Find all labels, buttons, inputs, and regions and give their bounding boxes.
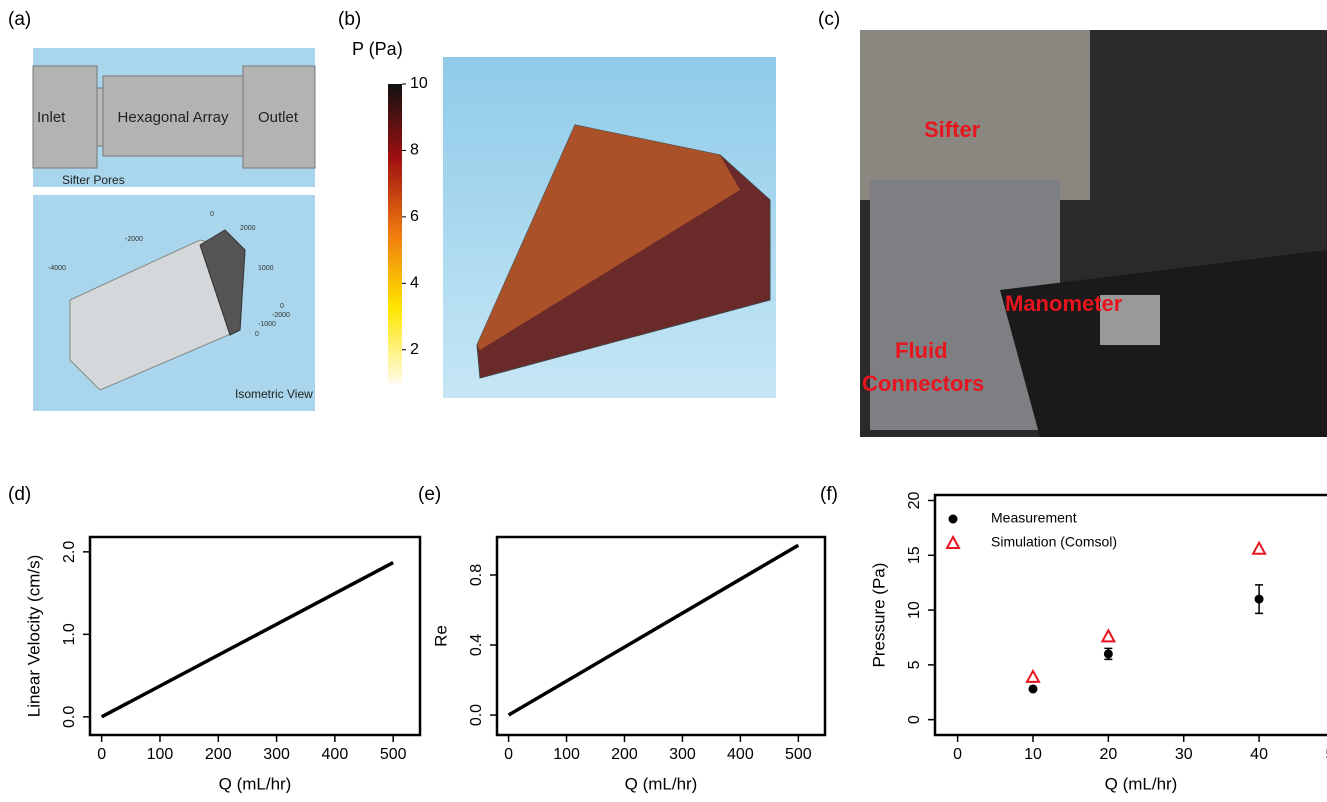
y-axis-label: Linear Velocity (cm/s) — [24, 555, 43, 718]
colorbar-tick-label: 10 — [410, 75, 428, 92]
pores — [96, 87, 104, 147]
marker — [1028, 684, 1038, 694]
panel-label: (e) — [418, 484, 441, 505]
colorbar — [388, 84, 402, 383]
x-axis-label: Q (mL/hr) — [625, 774, 698, 793]
panel-label: (d) — [8, 484, 31, 505]
array-block — [102, 75, 244, 157]
inlet-block — [32, 65, 98, 169]
y-axis-label: Pressure (Pa) — [869, 563, 888, 668]
x-tick-label: 200 — [205, 746, 232, 763]
marker — [1025, 668, 1041, 683]
photo-label: Manometer — [1005, 291, 1123, 316]
photo-screen — [1100, 295, 1160, 345]
marker — [1100, 628, 1117, 643]
plot-frame — [495, 535, 827, 737]
axis-number: -2000 — [272, 312, 290, 319]
legend-label: Simulation (Comsol) — [991, 534, 1117, 550]
colorbar-tick-label: 6 — [410, 208, 419, 225]
x-tick-label: 30 — [1175, 746, 1193, 763]
y-tick-label: 0 — [906, 715, 923, 724]
x-tick-label: 0 — [953, 746, 962, 763]
caption: Sifter Pores — [62, 173, 125, 187]
x-tick-label: 300 — [263, 746, 290, 763]
x-tick-label: 50 — [1326, 746, 1327, 763]
x-tick-label: 40 — [1250, 746, 1268, 763]
y-tick-label: 5 — [906, 660, 923, 669]
y-tick-label: 0.4 — [468, 634, 485, 656]
marker — [1254, 594, 1264, 604]
y-tick-label: 20 — [906, 491, 923, 509]
panel-label: (c) — [818, 9, 840, 30]
photo-label: Connectors — [862, 371, 984, 396]
legend-label: Measurement — [991, 510, 1077, 526]
x-tick-label: 400 — [322, 746, 349, 763]
block-label: Outlet — [258, 109, 299, 126]
x-tick-label: 300 — [669, 746, 696, 763]
line — [100, 561, 394, 719]
axis-number: 0 — [210, 211, 214, 218]
x-tick-label: 200 — [611, 746, 638, 763]
axis-number: -2000 — [125, 236, 143, 243]
axis-number: -1000 — [258, 321, 276, 328]
photo-manometer — [1000, 250, 1327, 437]
x-axis-label: Q (mL/hr) — [219, 774, 292, 793]
panel-label: (a) — [8, 9, 31, 30]
line — [507, 543, 800, 717]
x-tick-label: 0 — [504, 746, 513, 763]
axis-number: -4000 — [48, 265, 66, 272]
x-tick-label: 0 — [97, 746, 106, 763]
x-tick-label: 100 — [553, 746, 580, 763]
colorbar-label: P (Pa) — [352, 39, 403, 59]
axis-number: 0 — [280, 303, 284, 310]
x-tick-label: 10 — [1024, 746, 1042, 763]
simulation-top — [477, 125, 740, 350]
colorbar-tick-label: 4 — [410, 275, 419, 292]
block-label: Hexagonal Array — [118, 109, 229, 126]
y-tick-label: 0.0 — [468, 704, 485, 726]
colorbar-tick-label: 8 — [410, 142, 419, 159]
plot-frame — [88, 535, 422, 737]
panel-label: (b) — [338, 9, 361, 30]
outlet-block — [242, 65, 316, 169]
axis-number: 2000 — [240, 225, 256, 232]
x-tick-label: 400 — [727, 746, 754, 763]
block-label: Inlet — [37, 109, 66, 126]
photo-label: Sifter — [924, 117, 981, 142]
y-tick-label: 10 — [906, 601, 923, 619]
axis-number: 0 — [255, 331, 259, 338]
marker — [1103, 649, 1113, 659]
y-tick-label: 15 — [906, 546, 923, 564]
y-axis-label: Re — [431, 625, 450, 647]
x-tick-label: 500 — [380, 746, 407, 763]
marker — [1251, 540, 1267, 555]
x-tick-label: 100 — [147, 746, 174, 763]
legend-marker — [945, 534, 961, 549]
photo-wall — [860, 30, 1090, 200]
y-tick-label: 1.0 — [61, 623, 78, 645]
y-tick-label: 0.8 — [468, 564, 485, 586]
y-tick-label: 0.0 — [61, 706, 78, 728]
legend-marker — [948, 514, 958, 524]
x-axis-label: Q (mL/hr) — [1105, 774, 1178, 793]
colorbar-tick-label: 2 — [410, 341, 419, 358]
axis-number: 1000 — [258, 265, 274, 272]
hex-array — [199, 229, 246, 336]
plot-frame — [933, 493, 1327, 737]
x-tick-label: 500 — [785, 746, 812, 763]
photo-label: Fluid — [895, 338, 948, 363]
y-tick-label: 2.0 — [61, 541, 78, 563]
caption: Isometric View — [235, 387, 313, 401]
x-tick-label: 20 — [1099, 746, 1117, 763]
panel-label: (f) — [820, 484, 838, 505]
